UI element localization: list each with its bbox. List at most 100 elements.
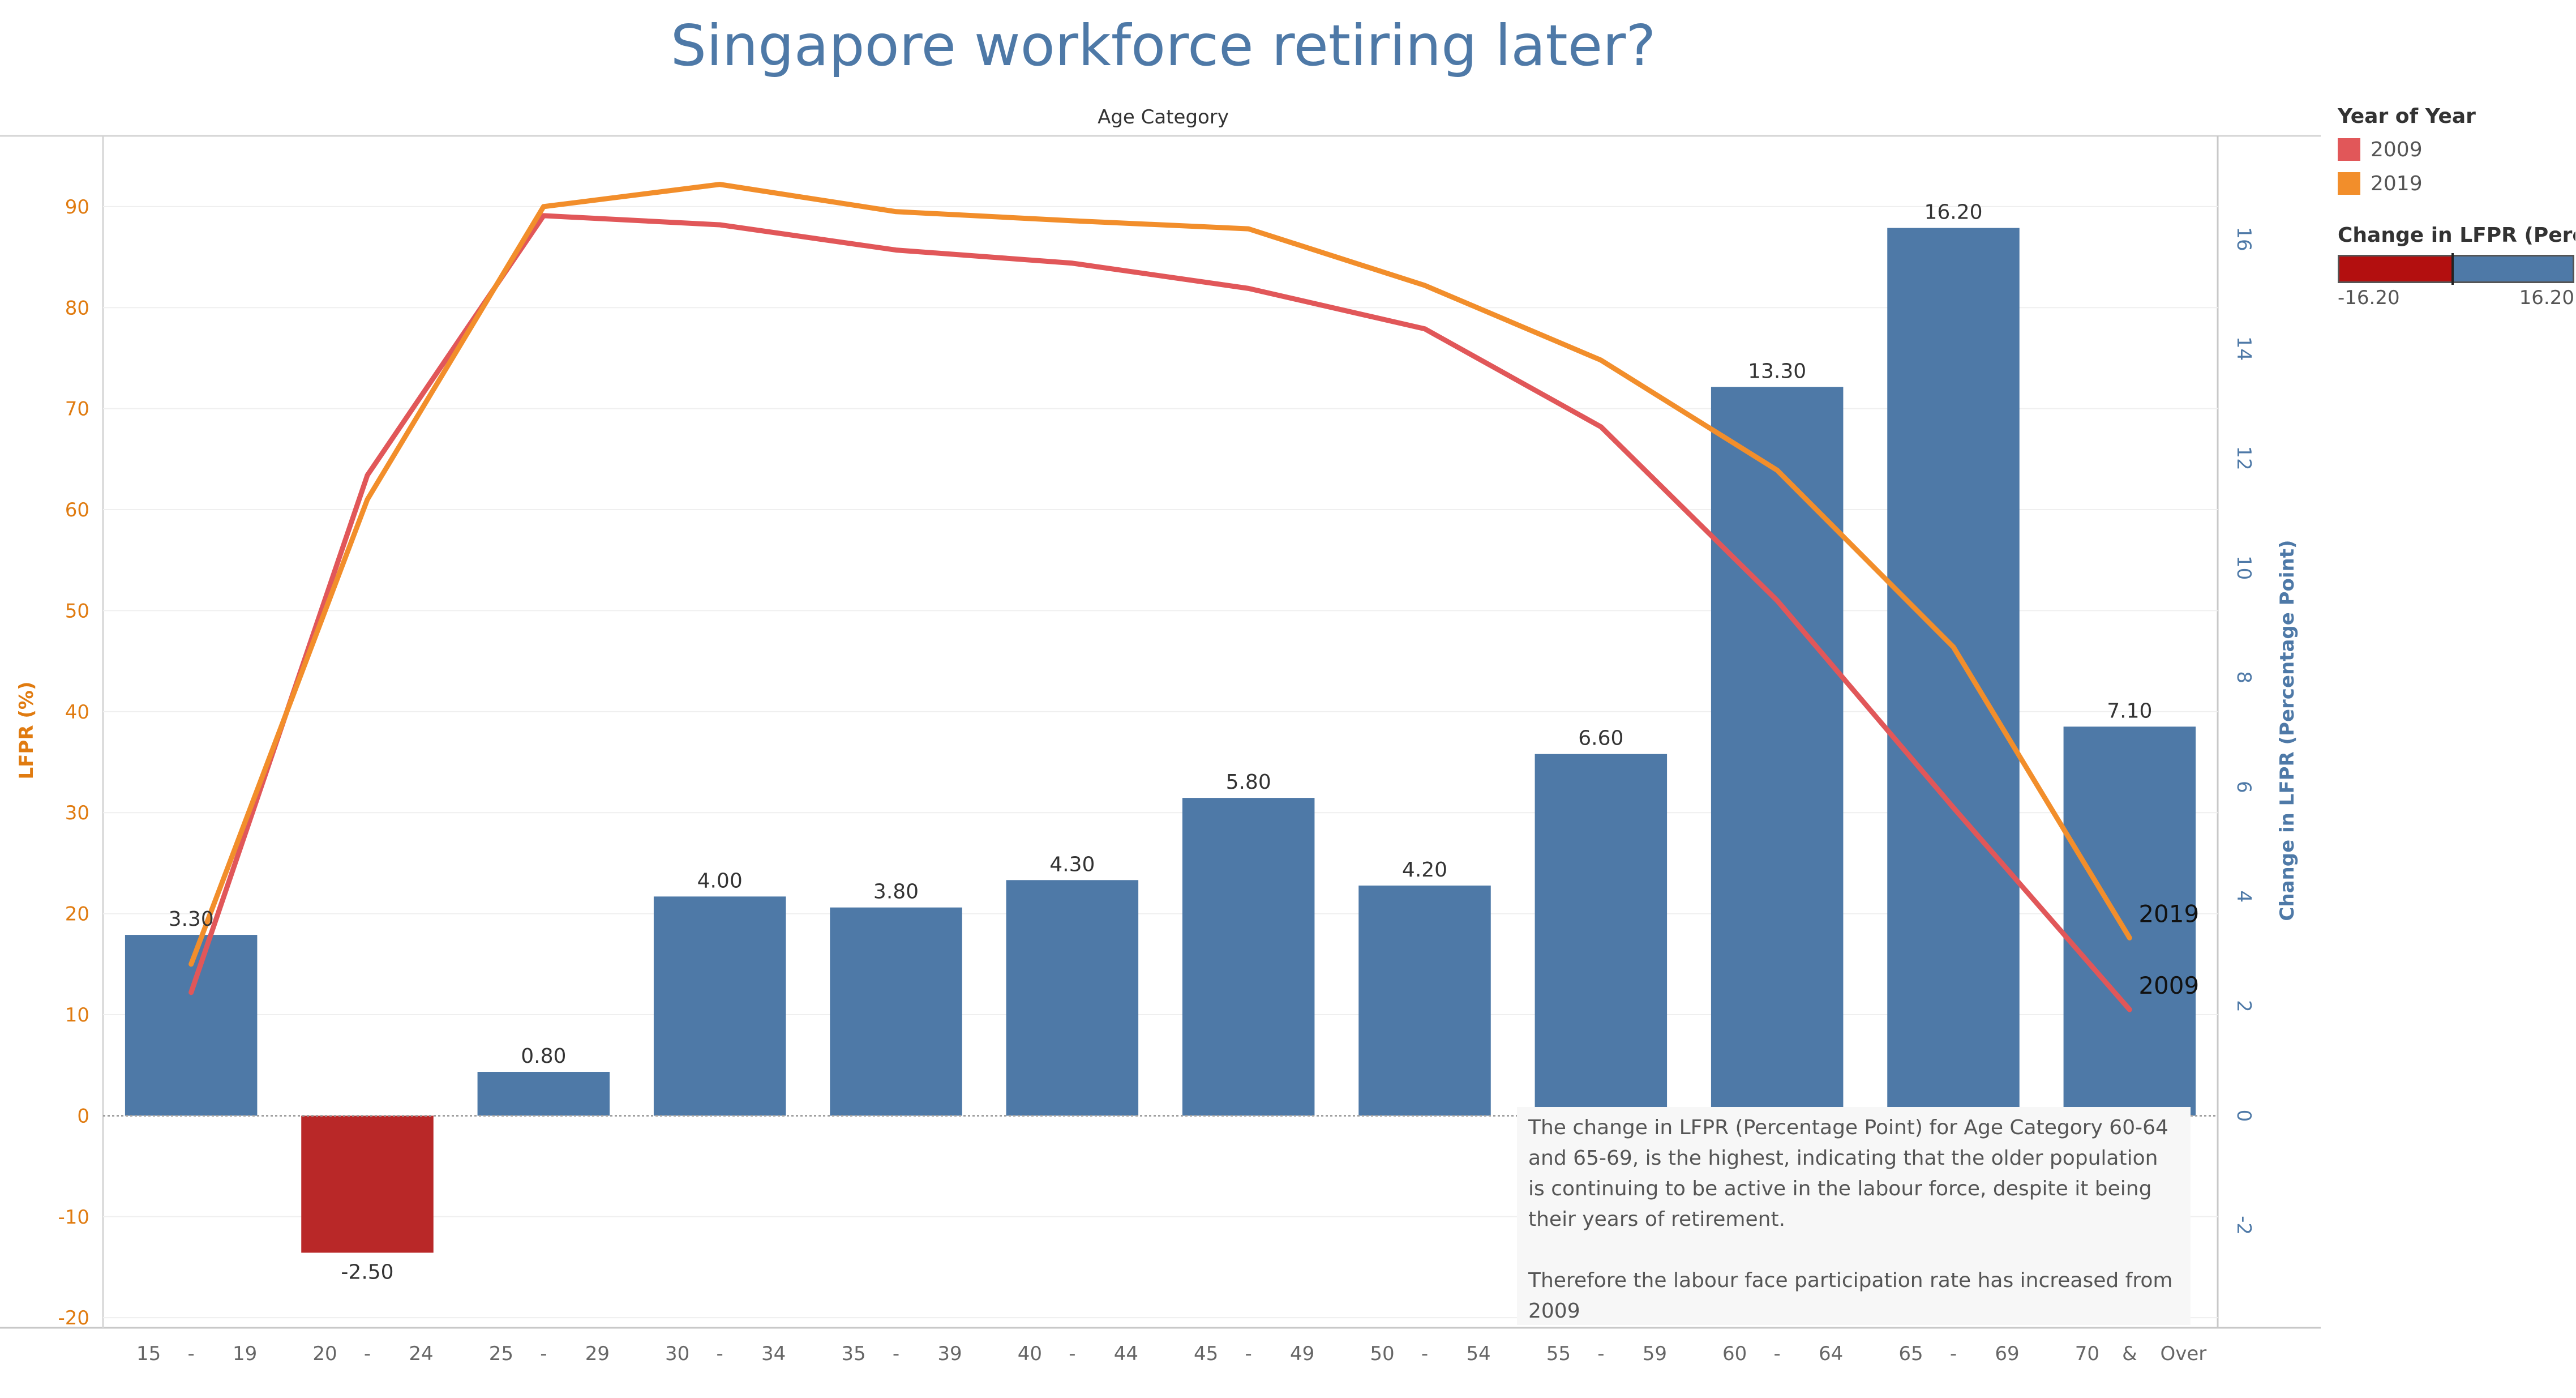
left-tick-label: 90 bbox=[65, 196, 89, 219]
x-tick-label: 39 bbox=[937, 1343, 962, 1365]
bar-value-label: 6.60 bbox=[1578, 727, 1623, 750]
x-tick-label: 65 bbox=[1898, 1343, 1923, 1365]
x-tick-label: 30 bbox=[665, 1343, 689, 1365]
left-tick-label: 80 bbox=[65, 297, 89, 319]
series-end-label-2019: 2019 bbox=[2138, 900, 2199, 927]
bar-value-label: 7.10 bbox=[2107, 699, 2152, 722]
x-tick-label: - bbox=[1774, 1343, 1781, 1365]
column-header: Age Category bbox=[1098, 106, 1229, 129]
legend-item-2009[interactable]: 2009 bbox=[2338, 132, 2575, 166]
color-legend-min: -16.20 bbox=[2338, 287, 2400, 309]
year-legend: Year of Year 2009 2019 bbox=[2338, 105, 2575, 200]
x-tick-9: 60 - 64 bbox=[1722, 1343, 1843, 1365]
x-tick-label: - bbox=[1950, 1343, 1957, 1365]
x-tick-label: - bbox=[1245, 1343, 1252, 1365]
color-gradient-bar bbox=[2338, 253, 2574, 285]
right-tick-label: 14 bbox=[2232, 336, 2255, 361]
x-tick-label: 34 bbox=[761, 1343, 786, 1365]
left-tick-label: 20 bbox=[65, 903, 89, 926]
left-tick-label: 10 bbox=[65, 1004, 89, 1027]
x-tick-label: 70 bbox=[2075, 1343, 2099, 1365]
left-tick-label: 50 bbox=[65, 600, 89, 622]
bar bbox=[477, 1072, 610, 1116]
x-tick-label: 19 bbox=[233, 1343, 257, 1365]
bar bbox=[1182, 798, 1315, 1116]
x-tick-label: - bbox=[188, 1343, 195, 1365]
legend-swatch-2009 bbox=[2338, 138, 2360, 161]
color-legend: Change in LFPR (Percen.. -16.20 16.20 bbox=[2338, 224, 2575, 309]
bars-layer bbox=[125, 228, 2196, 1253]
left-tick-label: 70 bbox=[65, 398, 89, 421]
plot-frame bbox=[0, 135, 2321, 1329]
right-tick-label: 0 bbox=[2232, 1110, 2255, 1122]
right-tick-label: 10 bbox=[2232, 555, 2255, 580]
x-tick-label: 29 bbox=[585, 1343, 610, 1365]
x-tick-label: 59 bbox=[1643, 1343, 1667, 1365]
legend-label-2019: 2019 bbox=[2371, 172, 2423, 195]
x-tick-3: 30 - 34 bbox=[665, 1343, 786, 1365]
legend-item-2019[interactable]: 2019 bbox=[2338, 166, 2575, 200]
bar-value-label: 13.30 bbox=[1748, 360, 1806, 383]
x-tick-label: - bbox=[893, 1343, 899, 1365]
color-legend-labels: -16.20 16.20 bbox=[2338, 287, 2574, 309]
x-tick-5: 40 - 44 bbox=[1018, 1343, 1138, 1365]
left-tick-label: -20 bbox=[58, 1307, 89, 1329]
x-tick-label: 44 bbox=[1114, 1343, 1138, 1365]
bar-labels-layer: 3.30 -2.50 0.80 4.00 3.80 4.30 5.80 4.20 6.60 13.… bbox=[169, 201, 2153, 1284]
right-tick-label: 4 bbox=[2232, 891, 2255, 903]
left-axis-ticks: 90 80 70 60 50 40 30 20 10 0 -10 -20 bbox=[58, 196, 89, 1329]
gridlines bbox=[103, 206, 2218, 1319]
x-tick-label: - bbox=[1597, 1343, 1604, 1365]
bar-value-label: 3.80 bbox=[873, 880, 919, 904]
x-tick-label: 45 bbox=[1194, 1343, 1218, 1365]
left-axis-title: LFPR (%) bbox=[15, 682, 38, 780]
x-tick-7: 50 - 54 bbox=[1370, 1343, 1490, 1365]
bar-value-label: 4.00 bbox=[697, 869, 743, 892]
gradient-positive bbox=[2451, 256, 2573, 281]
right-tick-label: 2 bbox=[2232, 1000, 2255, 1012]
bar bbox=[830, 907, 962, 1116]
bar bbox=[301, 1115, 434, 1253]
right-tick-label: 6 bbox=[2232, 781, 2255, 793]
bar bbox=[1887, 228, 2020, 1116]
left-tick-label: 60 bbox=[65, 499, 89, 521]
x-tick-label: 55 bbox=[1546, 1343, 1571, 1365]
left-tick-label: 30 bbox=[65, 802, 89, 824]
x-tick-4: 35 - 39 bbox=[841, 1343, 962, 1365]
legend-title: Year of Year bbox=[2338, 105, 2476, 128]
bar bbox=[2063, 726, 2196, 1116]
left-tick-label: -10 bbox=[58, 1206, 89, 1229]
gradient-negative bbox=[2339, 256, 2451, 281]
x-tick-label: - bbox=[717, 1343, 723, 1365]
x-tick-8: 55 - 59 bbox=[1546, 1343, 1667, 1365]
series-line-2019 bbox=[188, 182, 2132, 967]
x-tick-2: 25 - 29 bbox=[489, 1343, 610, 1365]
x-tick-label: 40 bbox=[1018, 1343, 1042, 1365]
legend-label-2009: 2009 bbox=[2371, 138, 2423, 161]
bar bbox=[1535, 754, 1668, 1116]
series-end-label-2009: 2009 bbox=[2138, 972, 2199, 999]
x-axis-ticks: 15 - 19 20 - 24 25 - 29 30 - 34 35 - 39 40 - 44 45 - 49 50 - 54… bbox=[136, 1343, 2206, 1365]
annotation-paragraph-2: Therefore the labour face participation … bbox=[1528, 1269, 2173, 1323]
bar bbox=[1711, 387, 1844, 1116]
bar bbox=[653, 896, 786, 1116]
x-tick-label: 60 bbox=[1722, 1343, 1747, 1365]
bar bbox=[1358, 885, 1491, 1116]
x-tick-10: 65 - 69 bbox=[1898, 1343, 2019, 1365]
right-tick-label: -2 bbox=[2232, 1216, 2255, 1235]
bar-value-label: 5.80 bbox=[1226, 771, 1271, 794]
x-tick-label: 25 bbox=[489, 1343, 513, 1365]
x-tick-label: 54 bbox=[1466, 1343, 1490, 1365]
x-tick-label: - bbox=[1421, 1343, 1428, 1365]
x-tick-0: 15 - 19 bbox=[136, 1343, 257, 1365]
color-legend-title: Change in LFPR (Percen.. bbox=[2338, 224, 2575, 247]
bar-value-label: 3.30 bbox=[169, 908, 214, 931]
x-tick-label: - bbox=[1069, 1343, 1075, 1365]
x-tick-label: 24 bbox=[409, 1343, 433, 1365]
x-tick-1: 20 - 24 bbox=[312, 1343, 433, 1365]
x-tick-label: 64 bbox=[1819, 1343, 1843, 1365]
right-tick-label: 8 bbox=[2232, 671, 2255, 683]
right-tick-label: 12 bbox=[2232, 446, 2255, 470]
right-axis-ticks: 16 14 12 10 8 6 4 2 0 -2 bbox=[2232, 226, 2255, 1235]
